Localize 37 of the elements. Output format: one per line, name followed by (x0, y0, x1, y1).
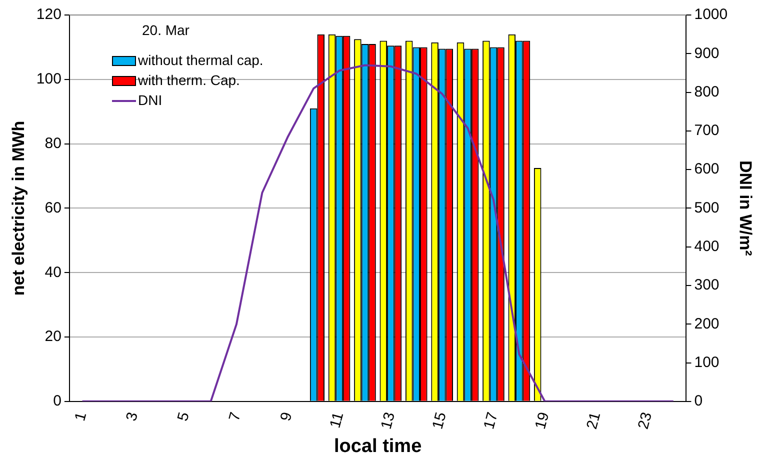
y-axis-title: net electricity in MWh (8, 120, 28, 296)
y2-tick-label: 0 (694, 392, 703, 410)
y-tick-label: 100 (36, 70, 62, 88)
legend-title: 20. Mar (142, 22, 190, 38)
y2-axis-title: DNI in W/m² (736, 160, 756, 256)
x-tick-label: 13 (378, 410, 399, 431)
legend-label: DNI (138, 92, 164, 108)
y2-tick-label: 400 (694, 238, 720, 255)
y2-tick-label: 500 (694, 199, 720, 216)
x-tick-label: 7 (226, 410, 244, 423)
x-tick-label: 21 (583, 410, 604, 431)
y2-tick-label: 800 (694, 83, 720, 100)
x-tick-label: 1 (72, 410, 90, 423)
x-tick-label: 5 (174, 410, 193, 423)
y2-tick-label: 600 (694, 160, 720, 178)
y-tick-label: 40 (44, 264, 62, 281)
y2-tick-label: 100 (694, 354, 720, 371)
y-tick-label: 120 (36, 6, 62, 24)
x-tick-label: 3 (122, 410, 142, 423)
y2-tick-label: 700 (694, 122, 720, 140)
x-tick-label: 11 (326, 410, 348, 430)
x-tick-label: 23 (634, 410, 656, 431)
x-tick-label: 9 (277, 410, 296, 423)
y2-tick-label: 300 (694, 276, 720, 294)
y2-tick-label: 200 (694, 315, 720, 332)
x-tick-label: 19 (532, 410, 553, 431)
y2-tick-label: 900 (694, 44, 720, 62)
y-tick-label: 0 (53, 392, 62, 410)
x-tick-label: 15 (429, 410, 450, 431)
legend-label: with therm. Cap. (138, 72, 241, 88)
y2-tick-label: 1000 (694, 6, 728, 24)
y-tick-label: 60 (44, 199, 62, 216)
x-axis-title: local time (334, 436, 422, 457)
legend-label: without thermal cap. (138, 52, 264, 68)
x-tick-label: 17 (480, 410, 502, 431)
y-tick-label: 80 (44, 134, 62, 152)
y-tick-label: 20 (44, 328, 62, 346)
